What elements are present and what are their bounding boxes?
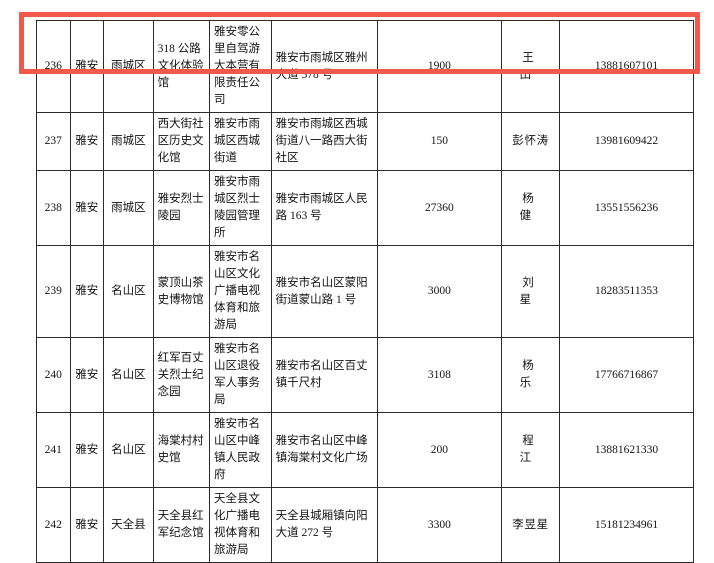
table-row[interactable]: 236 雅安 雨城区 318 公路文化体验馆 雅安零公里自驾游大本营有限责任公司 雅安市雨… <box>36 20 695 113</box>
cell-contact: 杨乐 <box>501 337 560 413</box>
cell-org: 雅安零公里自驾游大本营有限责任公司 <box>208 20 272 113</box>
cell-org: 雅安市名山区中峰镇人民政府 <box>208 412 272 488</box>
cell-org: 雅安市名山区退役军人事务局 <box>208 337 272 413</box>
cell-contact: 王田 <box>501 20 560 113</box>
cell-address: 雅安市雨城区西城街道八一路西大街社区 <box>270 112 378 171</box>
cell-contact: 彭怀涛 <box>501 112 560 171</box>
cell-city: 雅安 <box>69 170 105 246</box>
cell-contact: 程江 <box>501 412 560 488</box>
cell-phone: 13881607101 <box>558 20 695 113</box>
cell-city: 雅安 <box>69 112 105 171</box>
cell-index: 236 <box>36 20 71 113</box>
cell-county: 雨城区 <box>103 20 154 113</box>
table-row[interactable]: 241 雅安 名山区 海棠村村史馆 雅安市名山区中峰镇人民政府 雅安市名山区中峰镇海棠村文… <box>36 412 695 488</box>
cell-index: 239 <box>36 245 71 338</box>
cell-org: 雅安市雨城区西城街道 <box>208 112 272 171</box>
cell-index: 240 <box>36 337 71 413</box>
cell-contact: 杨健 <box>501 170 560 246</box>
cell-index: 237 <box>36 112 71 171</box>
cell-address: 雅安市雨城区人民路 163 号 <box>270 170 378 246</box>
cell-address: 雅安市名山区蒙阳街道蒙山路 1 号 <box>270 245 378 338</box>
cell-area: 3108 <box>376 337 503 413</box>
cell-county: 雨城区 <box>103 112 154 171</box>
table-row[interactable]: 239 雅安 名山区 蒙顶山茶史博物馆 雅安市名山区文化广播电视体育和旅游局 雅安市名山区… <box>36 245 695 338</box>
table-row[interactable]: 242 雅安 天全县 天全县红军纪念馆 天全县文化广播电视体育和旅游局 天全县城厢镇向阳大… <box>36 487 695 563</box>
table-row[interactable]: 240 雅安 名山区 红军百丈关烈士纪念园 雅安市名山区退役军人事务局 雅安市名山区百丈镇… <box>36 337 695 413</box>
cell-address: 雅安市雨城区雅州大道 578 号 <box>270 20 378 113</box>
cell-name: 海棠村村史馆 <box>152 412 210 488</box>
cell-phone: 13551556236 <box>558 170 695 246</box>
cell-name: 红军百丈关烈士纪念园 <box>152 337 210 413</box>
cell-contact: 李昱星 <box>501 487 560 563</box>
cell-city: 雅安 <box>69 337 105 413</box>
cell-area: 27360 <box>376 170 503 246</box>
cell-org: 雅安市名山区文化广播电视体育和旅游局 <box>208 245 272 338</box>
cell-area: 150 <box>376 112 503 171</box>
cell-area: 200 <box>376 412 503 488</box>
cell-name: 蒙顶山茶史博物馆 <box>152 245 210 338</box>
cell-area: 1900 <box>376 20 503 113</box>
cell-phone: 18283511353 <box>558 245 695 338</box>
cell-org: 雅安市雨城区烈士陵园管理所 <box>208 170 272 246</box>
cell-name: 318 公路文化体验馆 <box>152 20 210 113</box>
cell-name: 雅安烈士陵园 <box>152 170 210 246</box>
cell-address: 雅安市名山区百丈镇千尺村 <box>270 337 378 413</box>
cell-area: 3000 <box>376 245 503 338</box>
cell-address: 雅安市名山区中峰镇海棠村文化广场 <box>270 412 378 488</box>
cell-county: 名山区 <box>103 412 154 488</box>
cell-phone: 13881621330 <box>558 412 695 488</box>
cell-index: 238 <box>36 170 71 246</box>
cell-city: 雅安 <box>69 412 105 488</box>
cell-county: 天全县 <box>103 487 154 563</box>
cell-name: 西大街社区历史文化馆 <box>152 112 210 171</box>
cell-county: 雨城区 <box>103 170 154 246</box>
cell-phone: 15181234961 <box>558 487 695 563</box>
data-table: 236 雅安 雨城区 318 公路文化体验馆 雅安零公里自驾游大本营有限责任公司 雅安市雨… <box>36 20 695 563</box>
cell-org: 天全县文化广播电视体育和旅游局 <box>208 487 272 563</box>
table-body: 236 雅安 雨城区 318 公路文化体验馆 雅安零公里自驾游大本营有限责任公司 雅安市雨… <box>36 20 695 563</box>
cell-area: 3300 <box>376 487 503 563</box>
cell-address: 天全县城厢镇向阳大道 272 号 <box>270 487 378 563</box>
cell-name: 天全县红军纪念馆 <box>152 487 210 563</box>
cell-city: 雅安 <box>69 20 105 113</box>
cell-city: 雅安 <box>69 245 105 338</box>
cell-phone: 13981609422 <box>558 112 695 171</box>
cell-county: 名山区 <box>103 245 154 338</box>
cell-city: 雅安 <box>69 487 105 563</box>
cell-contact: 刘星 <box>501 245 560 338</box>
cell-county: 名山区 <box>103 337 154 413</box>
document-page: 236 雅安 雨城区 318 公路文化体验馆 雅安零公里自驾游大本营有限责任公司 雅安市雨… <box>19 12 700 563</box>
table-row[interactable]: 237 雅安 雨城区 西大街社区历史文化馆 雅安市雨城区西城街道 雅安市雨城区西城街道八一… <box>36 112 695 171</box>
cell-index: 242 <box>36 487 71 563</box>
cell-index: 241 <box>36 412 71 488</box>
cell-phone: 17766716867 <box>558 337 695 413</box>
table-row[interactable]: 238 雅安 雨城区 雅安烈士陵园 雅安市雨城区烈士陵园管理所 雅安市雨城区人民路 163… <box>36 170 695 246</box>
